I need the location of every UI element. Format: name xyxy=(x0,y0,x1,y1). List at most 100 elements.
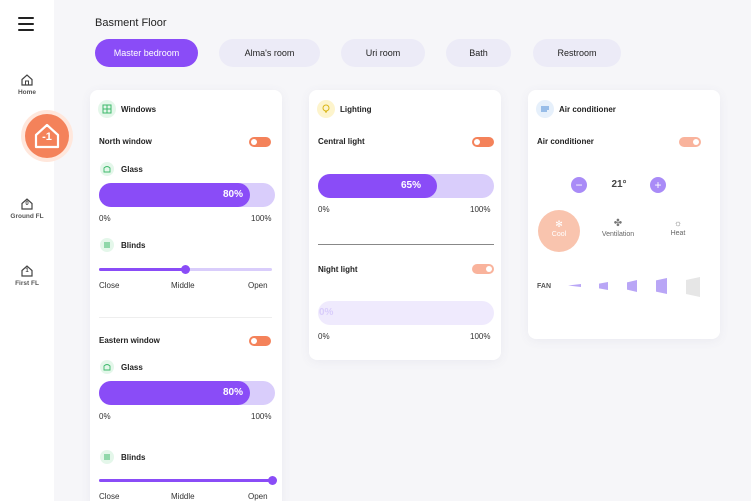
bar-fill xyxy=(99,381,250,405)
tab-bath[interactable]: Bath xyxy=(446,39,511,67)
night-light-toggle[interactable] xyxy=(472,264,494,274)
blinds-icon xyxy=(100,450,114,464)
ac-toggle-label: Air conditioner xyxy=(537,137,594,146)
blinds-close-label: Close xyxy=(99,492,120,501)
blinds-icon xyxy=(100,238,114,252)
fan-speed-5[interactable] xyxy=(686,277,700,297)
hamburger-icon[interactable] xyxy=(18,17,34,31)
central-light-toggle[interactable] xyxy=(472,137,494,147)
bar-max-label: 100% xyxy=(470,205,491,214)
slider-knob[interactable] xyxy=(181,265,190,274)
north-window-toggle[interactable] xyxy=(249,137,271,147)
blinds-label: Blinds xyxy=(121,241,146,250)
card-header: Lighting xyxy=(317,100,372,118)
mode-heat-button[interactable]: ☼ Heat xyxy=(660,218,696,237)
slider-fill xyxy=(99,479,272,482)
house-icon xyxy=(21,74,33,86)
fan-speed-2[interactable] xyxy=(599,282,608,290)
mode-label: Heat xyxy=(670,230,686,237)
north-blinds-slider[interactable] xyxy=(99,265,272,274)
mode-label: Ventilation xyxy=(601,231,635,238)
divider xyxy=(318,244,494,245)
window-icon xyxy=(98,100,116,118)
glass-label: Glass xyxy=(121,165,143,174)
glass-label: Glass xyxy=(121,363,143,372)
tab-almas-room[interactable]: Alma's room xyxy=(219,39,320,67)
fan-icon: ✤ xyxy=(613,218,623,229)
mode-label: Cool xyxy=(551,231,567,238)
sidebar-item-badge: 0 xyxy=(25,201,29,207)
windows-card: Windows North window Glass 80% 0% 100% B… xyxy=(90,90,282,501)
bar-fill xyxy=(99,183,250,207)
card-header: Air conditioner xyxy=(536,100,616,118)
sidebar-item-basement-active[interactable]: -1 xyxy=(25,114,69,158)
card-header: Windows xyxy=(98,100,156,118)
central-light-label: Central light xyxy=(318,137,365,146)
sidebar-item-ground-floor[interactable]: Ground FL xyxy=(0,197,54,220)
bar-value: 80% xyxy=(223,387,244,398)
bar-max-label: 100% xyxy=(251,214,272,223)
bulb-icon xyxy=(317,100,335,118)
sidebar: Home Ground FL 0 First FL 1 xyxy=(0,0,54,501)
bar-fill xyxy=(318,174,437,198)
bar-max-label: 100% xyxy=(470,332,491,341)
card-title: Air conditioner xyxy=(559,104,616,114)
blinds-middle-label: Middle xyxy=(171,281,195,290)
increase-temp-button[interactable]: + xyxy=(650,177,666,193)
card-title: Windows xyxy=(121,104,157,114)
divider xyxy=(99,317,272,318)
fan-speed-4[interactable] xyxy=(656,278,667,294)
north-glass-bar[interactable]: 80% xyxy=(99,183,275,207)
lighting-card: Lighting Central light 65% 0% 100% Night… xyxy=(309,90,501,360)
eastern-glass-bar[interactable]: 80% xyxy=(99,381,275,405)
eastern-window-toggle[interactable] xyxy=(249,336,271,346)
sidebar-item-home[interactable]: Home xyxy=(0,73,54,96)
snowflake-icon: ✻ xyxy=(555,219,563,229)
ac-toggle[interactable] xyxy=(679,137,701,147)
sidebar-item-first-floor[interactable]: First FL xyxy=(0,264,54,287)
eastern-blinds-slider[interactable] xyxy=(99,476,277,485)
sidebar-item-label: First FL xyxy=(15,280,39,287)
slider-knob[interactable] xyxy=(268,476,277,485)
decrease-temp-button[interactable]: − xyxy=(571,177,587,193)
night-light-label: Night light xyxy=(318,265,358,274)
central-light-bar[interactable]: 65% xyxy=(318,174,494,198)
bar-max-label: 100% xyxy=(251,412,272,421)
snowflake-icon xyxy=(536,100,554,118)
bar-min-label: 0% xyxy=(99,412,111,421)
mode-ventilation-button[interactable]: ✤ Ventilation xyxy=(593,218,643,238)
ac-card: Air conditioner Air conditioner − 21° + … xyxy=(528,90,720,339)
tab-restroom[interactable]: Restroom xyxy=(533,39,621,67)
fan-label: FAN xyxy=(537,283,551,290)
night-light-bar[interactable]: 0% xyxy=(318,301,494,325)
sidebar-item-badge: 1 xyxy=(25,268,29,274)
house-icon xyxy=(34,123,60,149)
sidebar-item-label: Home xyxy=(17,89,37,96)
north-window-label: North window xyxy=(99,137,152,146)
glass-icon xyxy=(100,360,114,374)
bar-min-label: 0% xyxy=(318,332,330,341)
blinds-open-label: Open xyxy=(248,492,268,501)
eastern-window-label: Eastern window xyxy=(99,336,160,345)
house-icon xyxy=(21,265,33,277)
blinds-open-label: Open xyxy=(248,281,268,290)
bar-value: 80% xyxy=(223,189,244,200)
slider-fill xyxy=(99,268,186,271)
card-title: Lighting xyxy=(340,104,372,114)
temperature-display: 21° xyxy=(611,179,627,190)
bar-min-label: 0% xyxy=(318,205,330,214)
house-icon xyxy=(21,198,33,210)
fan-speed-1[interactable] xyxy=(568,284,581,287)
mode-cool-button[interactable]: ✻ Cool xyxy=(538,210,580,252)
page-title: Basment Floor xyxy=(95,17,167,29)
tab-uri-room[interactable]: Uri room xyxy=(341,39,425,67)
bar-value: 65% xyxy=(401,180,422,191)
blinds-middle-label: Middle xyxy=(171,492,195,501)
tab-master-bedroom[interactable]: Master bedroom xyxy=(95,39,198,67)
sidebar-item-label: Ground FL xyxy=(10,213,44,220)
blinds-label: Blinds xyxy=(121,453,146,462)
sun-icon: ☼ xyxy=(673,218,683,228)
fan-speed-3[interactable] xyxy=(627,280,637,292)
bar-min-label: 0% xyxy=(99,214,111,223)
glass-icon xyxy=(100,162,114,176)
